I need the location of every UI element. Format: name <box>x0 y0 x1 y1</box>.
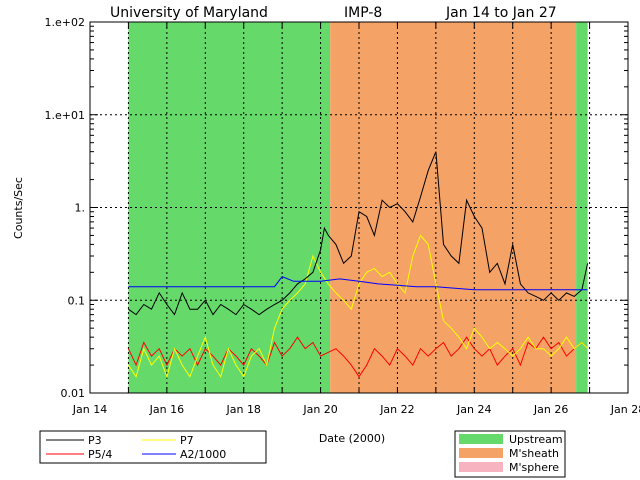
x-tick-label-1: Jan 16 <box>149 403 184 416</box>
chart-title-institution: University of Maryland <box>110 5 268 21</box>
series-line-a2-1000 <box>128 275 588 291</box>
x-tick-label-5: Jan 24 <box>456 403 491 416</box>
legend-label-upstream: Upstream <box>509 433 563 446</box>
legend-label-msheath: M'sheath <box>509 447 559 460</box>
legend-label-msphere: M'sphere <box>509 461 559 474</box>
series-line-p7 <box>127 234 588 379</box>
x-tick-label-2: Jan 18 <box>225 403 260 416</box>
series-line-p3 <box>128 151 589 316</box>
y-tick-label-1: 0.1 <box>68 294 86 307</box>
series-legend-box <box>39 430 267 464</box>
series-lines <box>127 151 589 379</box>
chart-title-date-range: Jan 14 to Jan 27 <box>445 5 557 21</box>
region-bands <box>128 22 588 393</box>
y-tick-label-2: 1. <box>75 202 86 215</box>
legend-label-p3: P3 <box>88 434 102 447</box>
legend-label-p7: P7 <box>180 434 194 447</box>
x-axis-label: Date (2000) <box>319 432 385 445</box>
y-axis-label: Counts/Sec <box>12 177 25 239</box>
y-tick-label-0: 0.01 <box>61 387 86 400</box>
region-legend: Upstream M'sheath M'sphere <box>454 430 566 478</box>
series-line-p5-4 <box>127 336 588 378</box>
legend-label-a2: A2/1000 <box>180 448 226 461</box>
x-tick-label-4: Jan 22 <box>379 403 414 416</box>
y-tick-label-3: 1.e+01 <box>45 109 85 122</box>
region-legend-box <box>454 430 566 478</box>
series-legend: P3 P5/4 P7 A2/1000 <box>39 430 267 464</box>
grid-lines <box>90 22 628 393</box>
region-band-1 <box>330 22 577 393</box>
chart-title-spacecraft: IMP-8 <box>344 5 382 21</box>
axis-ticks: 0.01 0.1 1. 1.e+01 1.e+02 Jan 14 Jan 16 Jan 18 J… <box>45 16 640 416</box>
legend-swatch-msphere <box>459 462 503 472</box>
region-band-0 <box>128 22 331 393</box>
y-tick-label-4: 1.e+02 <box>45 16 85 29</box>
legend-swatch-msheath <box>459 448 503 458</box>
legend-swatch-upstream <box>459 434 503 444</box>
x-tick-label-3: Jan 20 <box>302 403 337 416</box>
x-tick-label-6: Jan 26 <box>533 403 568 416</box>
legend-label-p54: P5/4 <box>88 448 112 461</box>
x-tick-label-0: Jan 14 <box>72 403 107 416</box>
x-tick-label-7: Jan 28 <box>610 403 640 416</box>
